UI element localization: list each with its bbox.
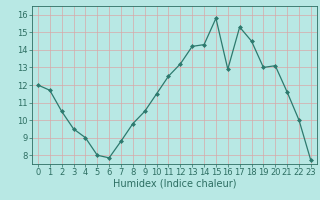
X-axis label: Humidex (Indice chaleur): Humidex (Indice chaleur) bbox=[113, 179, 236, 189]
